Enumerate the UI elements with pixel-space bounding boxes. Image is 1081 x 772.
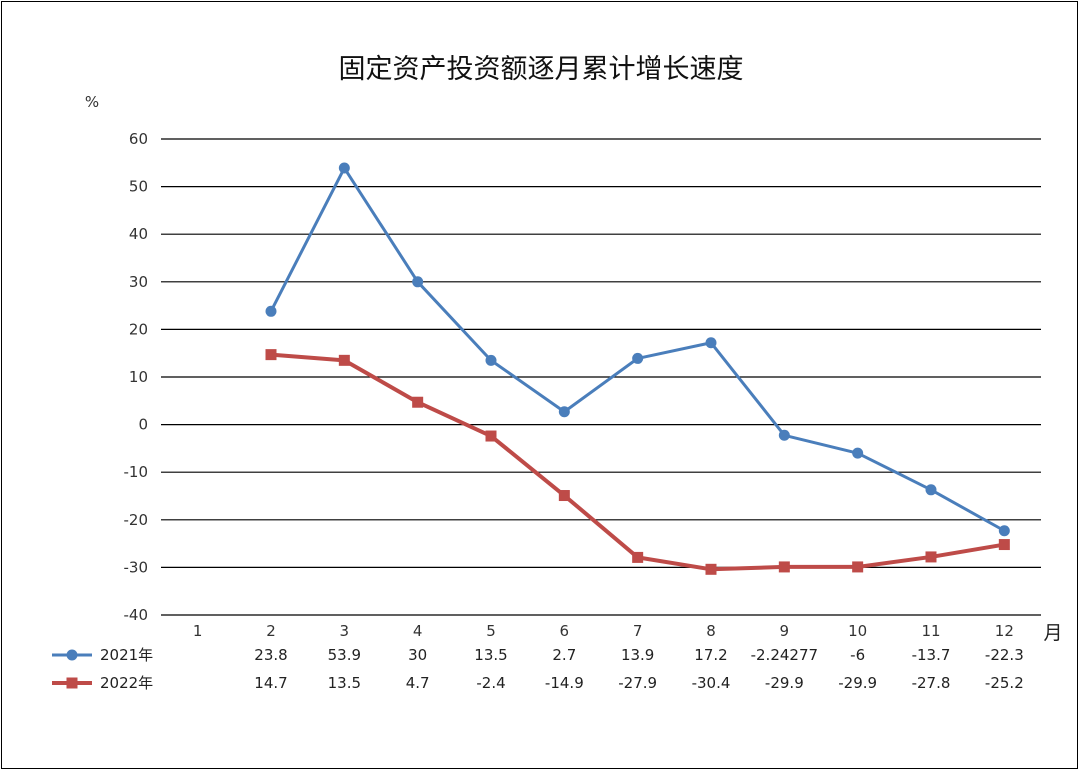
x-tick-label: 4	[413, 622, 423, 640]
chart-title: 固定资产投资额逐月累计增长速度	[339, 54, 744, 85]
table-cell: 14.7	[254, 674, 287, 692]
data-point	[265, 349, 277, 361]
table-cell: -25.2	[985, 674, 1024, 692]
x-tick-label: 8	[706, 622, 716, 640]
series-line	[269, 166, 1006, 533]
data-point	[485, 354, 497, 366]
y-axis-unit: %	[85, 93, 99, 111]
x-tick-label: 1	[193, 622, 203, 640]
table-cell: 53.9	[328, 646, 361, 664]
data-point	[925, 484, 937, 496]
x-tick-label: 6	[560, 622, 570, 640]
x-tick-label: 11	[921, 622, 940, 640]
data-point	[998, 525, 1010, 537]
y-tick-label: 60	[129, 130, 148, 148]
data-point	[998, 539, 1010, 551]
y-tick-label: 30	[129, 273, 148, 291]
x-tick-labels: 1 2 3 4 5 6 7 8 9 10 11 12	[193, 622, 1014, 640]
data-point	[705, 337, 717, 349]
table-cell: 13.9	[621, 646, 654, 664]
data-point	[852, 561, 864, 573]
table-cell: -13.7	[912, 646, 951, 664]
series-layer	[265, 162, 1010, 575]
table-cell: -2.24277	[751, 646, 818, 664]
data-point	[632, 551, 644, 563]
data-point	[412, 396, 424, 408]
legend-marker	[66, 677, 78, 689]
data-table: 2021年 23.8 53.9 30 13.5 2.7 13.9 17.2 -2.24277 -6…	[52, 646, 1024, 692]
table-cell: -30.4	[692, 674, 731, 692]
x-tick-label: 3	[340, 622, 350, 640]
x-tick-label: 2	[266, 622, 276, 640]
table-cell: 30	[408, 646, 427, 664]
data-point	[265, 305, 277, 317]
data-point	[778, 561, 790, 573]
y-tick-labels: 60 50 40 30 20 10 0 -10 -20 -30 -40	[124, 130, 149, 624]
y-tick-label: -20	[124, 511, 149, 529]
legend-label: 2021年	[100, 646, 153, 664]
table-cell: 13.5	[328, 674, 361, 692]
y-tick-label: -40	[124, 606, 149, 624]
x-tick-label: 12	[995, 622, 1014, 640]
series-line	[270, 352, 1005, 572]
table-cell: -27.9	[618, 674, 657, 692]
data-point	[485, 430, 497, 442]
y-tick-label: 10	[129, 368, 148, 386]
table-cell: -14.9	[545, 674, 584, 692]
legend-label: 2022年	[100, 674, 153, 692]
y-tick-label: 50	[129, 178, 148, 196]
y-tick-label: 0	[138, 416, 148, 434]
series-2	[265, 349, 1010, 575]
data-point	[338, 354, 350, 366]
data-point	[632, 352, 644, 364]
table-cell: 17.2	[694, 646, 727, 664]
table-cell: -2.4	[476, 674, 505, 692]
data-point	[778, 429, 790, 441]
series-1	[265, 162, 1010, 537]
x-axis-unit: 月	[1043, 622, 1062, 644]
y-tick-label: 20	[129, 320, 148, 338]
table-cell: 4.7	[406, 674, 430, 692]
x-tick-label: 10	[848, 622, 867, 640]
x-tick-label: 9	[780, 622, 790, 640]
x-tick-label: 7	[633, 622, 643, 640]
legend-marker	[66, 649, 78, 661]
data-point	[338, 162, 350, 174]
y-tick-label: -10	[124, 463, 149, 481]
table-cell: 13.5	[474, 646, 507, 664]
grid-lines	[161, 138, 1041, 616]
y-tick-label: -30	[124, 558, 149, 576]
x-tick-label: 5	[486, 622, 496, 640]
table-cell: 23.8	[254, 646, 287, 664]
table-cell: -6	[850, 646, 865, 664]
data-point	[558, 406, 570, 418]
data-point	[705, 563, 717, 575]
data-point	[852, 447, 864, 459]
table-cell: -22.3	[985, 646, 1024, 664]
table-cell: -27.8	[912, 674, 951, 692]
table-cell: -29.9	[838, 674, 877, 692]
data-point	[925, 551, 937, 563]
table-cell: -29.9	[765, 674, 804, 692]
data-point	[558, 490, 570, 502]
y-tick-label: 40	[129, 225, 148, 243]
table-cell: 2.7	[552, 646, 576, 664]
data-point	[412, 276, 424, 288]
